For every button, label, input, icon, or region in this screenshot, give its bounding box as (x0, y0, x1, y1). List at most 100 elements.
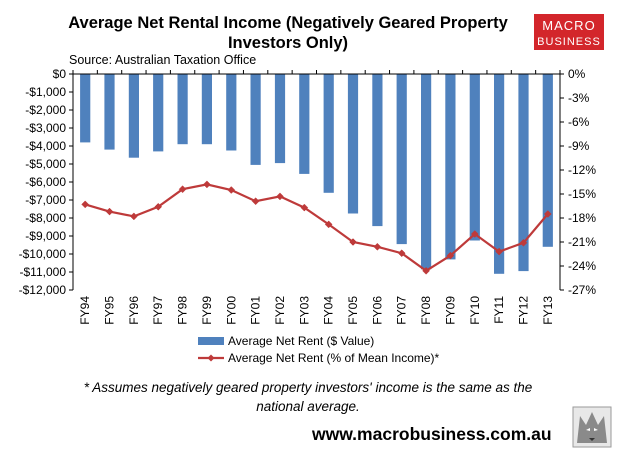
line-point-fy13 (543, 210, 552, 218)
x-tick-label-fy06: FY06 (370, 296, 384, 325)
footnote-line2: national average. (256, 399, 360, 414)
bar-fy07 (396, 74, 407, 245)
bar-fy96 (128, 74, 139, 158)
x-tick-label-fy95: FY95 (103, 296, 117, 325)
x-axis-ticks: FY94 FY95 FY96 FY97 FY98 FY99 FY00 FY01 FY02 FY03… (78, 296, 555, 325)
macrobusiness-logo: MACRO BUSINESS (534, 14, 604, 50)
line-point-fy06 (373, 242, 382, 251)
left-tick-label: -$1,000 (25, 85, 66, 99)
bar-fy13 (542, 74, 553, 247)
x-tick-label-fy05: FY05 (346, 296, 360, 325)
right-tick-label: -15% (568, 187, 596, 201)
bar-fy09 (445, 74, 456, 260)
left-tick-label: -$7,000 (25, 193, 66, 207)
left-tick-label: -$9,000 (25, 229, 66, 243)
x-tick-label-fy94: FY94 (78, 296, 92, 325)
x-tick-label-fy11: FY11 (492, 296, 506, 324)
line-point-fy12 (519, 238, 528, 247)
x-tick-label-fy02: FY02 (273, 296, 287, 325)
line-point-fy10 (470, 230, 479, 238)
right-tick-label: -3% (568, 91, 590, 105)
x-tick-label-fy01: FY01 (249, 296, 263, 325)
logo-text-line2: BUSINESS (537, 36, 601, 48)
line-point-fy96 (130, 212, 138, 221)
bar-fy04 (323, 74, 334, 193)
bar-fy95 (104, 74, 115, 150)
legend-line-label: Average Net Rent (% of Mean Income)* (228, 351, 440, 365)
line-point-fy04 (324, 220, 333, 229)
chart-title-line1: Average Net Rental Income (Negatively Ge… (68, 14, 508, 32)
left-tick-label: -$5,000 (25, 157, 66, 171)
chart-title-line2: Investors Only) (228, 34, 348, 52)
x-tick-label-fy00: FY00 (224, 296, 238, 325)
bar-fy01 (250, 74, 261, 165)
line-point-fy99 (203, 180, 211, 189)
bar-fy94 (80, 74, 91, 143)
left-tick-label: -$3,000 (25, 121, 66, 135)
line-point-fy05 (349, 238, 357, 246)
x-tick-label-fy09: FY09 (443, 296, 457, 325)
right-tick-label: -12% (568, 163, 596, 177)
left-tick-label: -$6,000 (25, 175, 66, 189)
right-tick-label: -24% (568, 259, 596, 273)
x-tick-label-fy04: FY04 (322, 296, 336, 325)
x-tick-label-fy13: FY13 (541, 296, 555, 325)
right-tick-label: 0% (568, 67, 586, 81)
line-point-fy97 (154, 202, 163, 211)
x-tick-label-fy03: FY03 (297, 296, 311, 325)
bar-fy02 (274, 74, 286, 164)
left-tick-label: -$4,000 (25, 139, 66, 153)
x-tick-label-fy10: FY10 (468, 296, 482, 325)
right-axis-ticks: 0% -3% -6% -9% -12% -15% -18% -21% -24% -27% (560, 67, 596, 297)
bar-fy10 (469, 74, 480, 241)
footnote-line1: * Assumes negatively geared property inv… (84, 380, 533, 395)
left-tick-label: -$12,000 (19, 283, 67, 297)
line-point-fy01 (251, 197, 260, 206)
right-tick-label: -27% (568, 283, 596, 297)
bar-fy98 (177, 74, 188, 145)
line-path (84, 183, 549, 273)
right-tick-label: -6% (568, 115, 590, 129)
chart-source: Source: Australian Taxation Office (69, 53, 256, 67)
left-tick-label: -$10,000 (19, 247, 67, 261)
website-url: www.macrobusiness.com.au (311, 424, 552, 444)
left-axis-ticks: $0 -$1,000 -$2,000 -$3,000 -$4,000 -$5,000 -$6… (19, 67, 73, 297)
line-point-fy08 (422, 266, 430, 275)
bar-fy05 (347, 74, 359, 214)
legend-bar-label: Average Net Rent ($ Value) (228, 334, 374, 348)
bar-fy06 (372, 74, 383, 227)
line-point-fy02 (276, 192, 284, 201)
bar-fy00 (226, 74, 237, 151)
x-tick-label-fy99: FY99 (200, 296, 214, 325)
line-point-fy00 (227, 186, 236, 194)
line-point-fy07 (397, 249, 406, 258)
x-tick-label-fy07: FY07 (395, 296, 409, 325)
x-tick-label-fy96: FY96 (127, 296, 141, 325)
bar-fy97 (153, 74, 164, 152)
line-point-fy11 (495, 247, 503, 256)
x-tick-label-fy97: FY97 (151, 296, 165, 325)
wolf-mascot-icon (572, 406, 612, 448)
line-point-fy95 (105, 207, 114, 216)
legend: Average Net Rent ($ Value) Average Net R… (198, 334, 440, 365)
bar-fy99 (201, 74, 212, 145)
legend-bar-swatch (198, 337, 224, 345)
bar-fy11 (494, 74, 505, 274)
line-point-fy98 (178, 185, 187, 194)
logo-text-line1: MACRO (542, 18, 595, 33)
axes (72, 70, 561, 290)
left-tick-label: -$2,000 (25, 103, 66, 117)
bar-fy12 (518, 74, 529, 272)
line-point-fy94 (81, 200, 90, 209)
right-tick-label: -21% (568, 235, 596, 249)
right-tick-label: -18% (568, 211, 596, 225)
bar-fy08 (421, 74, 432, 270)
bar-series (80, 74, 553, 274)
logo-background (534, 14, 604, 50)
bar-fy03 (299, 74, 310, 174)
right-tick-label: -9% (568, 139, 590, 153)
x-tick-label-fy12: FY12 (517, 296, 531, 325)
legend-line-marker (207, 354, 215, 362)
left-tick-label: -$11,000 (20, 265, 67, 279)
